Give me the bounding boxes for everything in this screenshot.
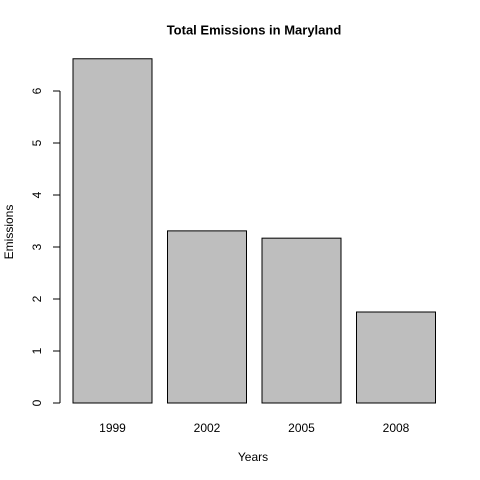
y-tick-label: 2 [30,295,44,302]
y-tick-label: 4 [30,191,44,198]
x-tick-label: 2008 [383,421,410,435]
bar [261,237,342,404]
y-tick-label: 3 [30,243,44,250]
y-tick-label: 5 [30,139,44,146]
bar [356,311,436,404]
x-tick-label: 2005 [288,421,315,435]
bar [72,58,153,404]
chart-title: Total Emissions in Maryland [167,22,342,37]
bar [167,230,247,404]
x-tick-label: 1999 [99,421,126,435]
y-axis-title: Emissions [2,205,16,260]
x-axis-title: Years [238,450,268,464]
y-tick-label: 6 [30,87,44,94]
y-tick-label: 1 [30,347,44,354]
y-tick-label: 0 [30,399,44,406]
x-tick-label: 2002 [194,421,221,435]
